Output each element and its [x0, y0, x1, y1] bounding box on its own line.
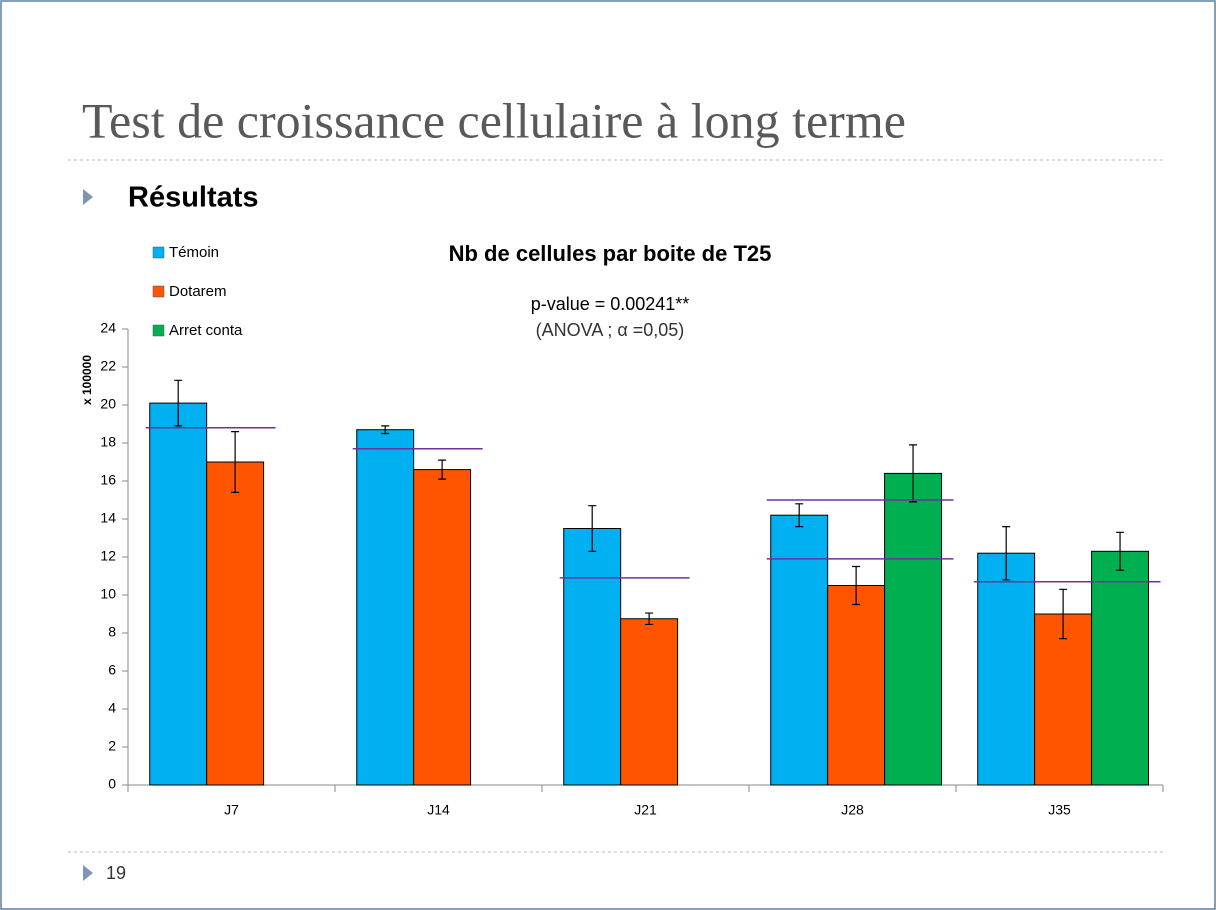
slide-title: Test de croissance cellulaire à long ter…	[82, 92, 906, 148]
error-bar	[909, 444, 918, 503]
y-tick-label: 16	[100, 472, 116, 488]
error-bar	[1002, 526, 1011, 581]
legend-swatch	[152, 285, 165, 298]
error-bar	[231, 431, 240, 493]
y-tick-label: 22	[100, 358, 116, 374]
x-tick-label: J14	[427, 802, 450, 818]
error-bar	[174, 379, 183, 427]
bar	[149, 402, 208, 786]
y-tick-label: 10	[100, 586, 116, 602]
chart-title: Nb de cellules par boite de T25	[449, 241, 772, 266]
annotation: p-value = 0.00241**	[531, 294, 690, 314]
y-tick-label: 6	[108, 662, 116, 678]
legend-swatch	[152, 246, 165, 259]
error-bar	[381, 425, 390, 435]
bar	[884, 472, 943, 786]
y-tick-label: 4	[108, 700, 116, 716]
x-tick-label: J35	[1048, 802, 1071, 818]
legend-label: Dotarem	[169, 283, 227, 300]
y-axis-label: x 100000	[80, 355, 94, 405]
y-tick-label: 18	[100, 434, 116, 450]
bar	[1034, 613, 1093, 786]
bar	[413, 469, 472, 786]
bullet-arrow	[83, 189, 93, 205]
legend-label: Témoin	[169, 244, 219, 261]
legend-label: Arret conta	[169, 322, 243, 339]
bar	[563, 528, 622, 786]
error-bar	[588, 505, 597, 552]
annotation: (ANOVA ; α =0,05)	[536, 320, 685, 340]
bar	[206, 461, 265, 786]
y-tick-label: 14	[100, 510, 116, 526]
y-tick-label: 2	[108, 738, 116, 754]
bar	[1091, 550, 1150, 786]
error-bar	[438, 459, 447, 480]
bar	[827, 585, 886, 786]
error-bar	[1116, 531, 1125, 571]
bar	[620, 618, 679, 786]
error-bar	[1059, 588, 1068, 640]
x-tick-label: J7	[224, 802, 239, 818]
y-tick-label: 24	[100, 320, 116, 336]
bar	[356, 429, 415, 786]
page-number: 19	[106, 863, 126, 883]
y-tick-label: 0	[108, 776, 116, 792]
x-tick-label: J21	[634, 802, 657, 818]
y-tick-label: 12	[100, 548, 116, 564]
error-bar	[852, 565, 861, 606]
footer-arrow	[83, 865, 93, 881]
bullet-text: Résultats	[128, 182, 259, 214]
y-tick-label: 8	[108, 624, 116, 640]
bar	[770, 514, 829, 786]
bar	[977, 552, 1036, 786]
x-tick-label: J28	[841, 802, 864, 818]
error-bar	[795, 503, 804, 528]
error-bar	[645, 612, 654, 626]
legend-swatch	[152, 324, 165, 337]
y-tick-label: 20	[100, 396, 116, 412]
